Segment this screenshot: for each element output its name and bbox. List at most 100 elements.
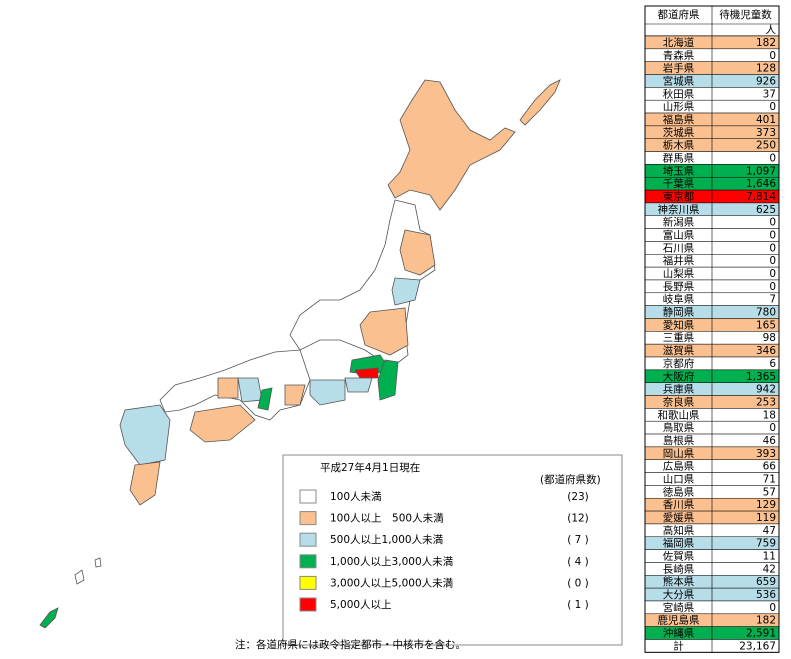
pref-value: 0 <box>769 230 776 242</box>
legend-count-heading: (都道府県数) <box>540 473 601 486</box>
pref-name: 岡山県 <box>663 448 695 460</box>
kuril <box>519 79 561 126</box>
pref-name: 広島県 <box>663 460 695 473</box>
pref-value: 1,365 <box>746 371 776 383</box>
legend-title: 平成27年4月1日現在 <box>320 461 420 474</box>
legend-count: ( 7 ) <box>567 534 589 546</box>
pref-name: 大阪府 <box>663 370 695 383</box>
pref-value: 66 <box>763 461 777 473</box>
pref-name: 長崎県 <box>663 562 695 575</box>
legend-label: 3,000人以上5,000人未満 <box>330 577 454 589</box>
pref-name: 神奈川県 <box>658 203 700 216</box>
pref-name: 奈良県 <box>663 395 695 408</box>
pref-name: 大分県 <box>663 588 695 601</box>
legend-count: ( 1 ) <box>567 599 589 611</box>
pref-name: 滋賀県 <box>663 344 695 357</box>
pref-value: 98 <box>763 332 776 344</box>
pref-value: 46 <box>763 435 777 447</box>
hokkaido <box>387 79 516 211</box>
legend-swatch <box>299 554 317 569</box>
pref-value: 0 <box>769 152 776 164</box>
pref-name: 島根県 <box>663 434 695 447</box>
kanagawa <box>344 377 373 393</box>
pref-name: 群馬県 <box>663 151 695 164</box>
pref-value: 0 <box>769 255 776 267</box>
pref-value: 1,097 <box>746 165 776 177</box>
pref-name: 兵庫県 <box>663 383 695 396</box>
pref-value: 128 <box>756 63 776 75</box>
pref-value: 182 <box>756 37 776 49</box>
pref-name: 愛知県 <box>663 318 695 331</box>
pref-value: 0 <box>769 217 776 229</box>
pref-name: 茨城県 <box>663 126 695 139</box>
pref-value: 42 <box>763 563 776 575</box>
legend-count: ( 4 ) <box>567 556 589 568</box>
pref-name: 岐阜県 <box>663 293 695 306</box>
legend-swatch <box>299 532 317 547</box>
legend-swatch <box>299 597 317 612</box>
okinawa <box>39 607 59 629</box>
pref-value: 393 <box>756 448 776 460</box>
pref-value: 18 <box>763 409 776 421</box>
pref-name: 愛媛県 <box>663 511 695 524</box>
pref-value: 536 <box>756 589 776 601</box>
pref-value: 250 <box>756 140 776 152</box>
osaka <box>257 387 273 411</box>
pref-name: 長野県 <box>663 281 695 293</box>
pref-name: 山口県 <box>663 473 695 485</box>
pref-value: 253 <box>756 396 776 408</box>
okayama <box>217 377 239 399</box>
pref-value: 0 <box>769 422 776 434</box>
legend-label: 1,000人以上3,000人未満 <box>330 556 454 568</box>
pref-name: 鳥取県 <box>663 421 695 434</box>
pref-value: 71 <box>763 473 776 485</box>
legend-swatch <box>299 489 317 504</box>
pref-value: 346 <box>756 345 776 357</box>
pref-value: 37 <box>763 88 776 100</box>
pref-name: 秋田県 <box>663 87 695 100</box>
pref-name: 宮城県 <box>663 74 695 87</box>
pref-name: 北海道 <box>663 36 695 49</box>
pref-name: 東京都 <box>663 190 695 203</box>
pref-name: 新潟県 <box>663 216 695 229</box>
kyushu-south <box>129 461 161 506</box>
legend-swatch <box>299 575 317 590</box>
aichi <box>284 384 306 406</box>
shizuoka <box>309 379 346 406</box>
pref-name: 沖縄県 <box>663 627 695 640</box>
kyushu-north <box>119 404 171 466</box>
pref-value: 659 <box>756 576 776 588</box>
pref-name: 埼玉県 <box>663 164 695 177</box>
kanto-north <box>359 307 409 356</box>
chiba <box>377 359 399 401</box>
pref-value: 942 <box>756 384 776 396</box>
pref-value: 0 <box>769 242 776 254</box>
pref-name: 千葉県 <box>663 177 695 190</box>
pref-value: 625 <box>756 204 776 216</box>
pref-value: 759 <box>756 538 776 550</box>
pref-value: 926 <box>756 75 776 87</box>
pref-name: 青森県 <box>663 49 695 62</box>
total-name: 計 <box>673 639 684 652</box>
legend-label: 5,000人以上 <box>330 599 392 611</box>
pref-value: 6 <box>769 358 776 370</box>
pref-name: 石川県 <box>663 242 695 254</box>
pref-name: 京都府 <box>663 357 695 370</box>
pref-name: 福井県 <box>663 254 695 267</box>
pref-value: 0 <box>769 101 776 113</box>
pref-name: 福岡県 <box>663 537 695 550</box>
pref-name: 熊本県 <box>663 575 695 588</box>
pref-name: 和歌山県 <box>658 408 700 421</box>
note: 注：各道府県には政令指定都市・中核市を含む。 <box>235 638 466 651</box>
map <box>39 79 561 629</box>
pref-name: 山梨県 <box>663 267 695 280</box>
pref-value: 0 <box>769 602 776 614</box>
islands <box>74 557 102 585</box>
pref-value: 373 <box>756 127 776 139</box>
hyogo <box>237 377 263 403</box>
pref-value: 1,646 <box>746 178 776 190</box>
shikoku <box>189 404 256 443</box>
pref-name: 宮崎県 <box>663 601 695 614</box>
pref-name: 岩手県 <box>663 62 695 75</box>
pref-value: 780 <box>756 307 776 319</box>
